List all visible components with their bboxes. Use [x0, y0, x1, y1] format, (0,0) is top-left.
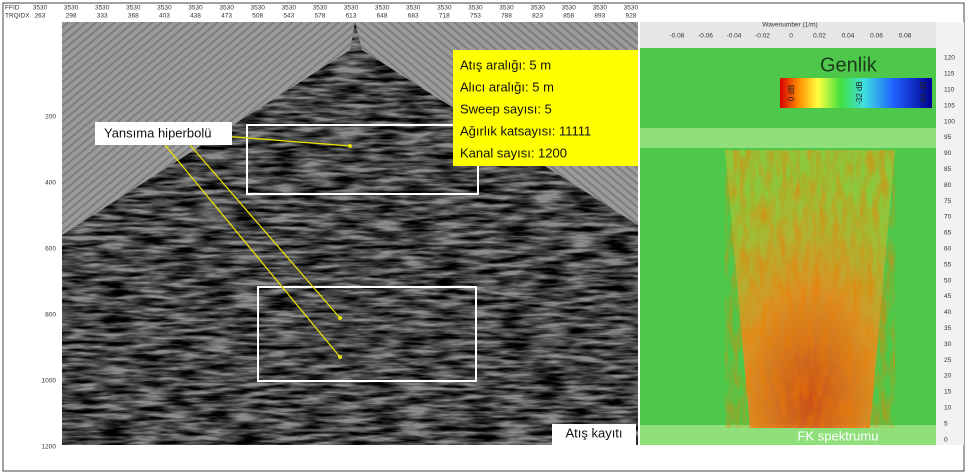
- y-tick-label: 1000: [42, 378, 57, 385]
- header-value: 3530: [95, 5, 110, 12]
- header-value: 3530: [282, 5, 297, 12]
- header-value: 508: [252, 13, 263, 20]
- fk-y-tick-label: 85: [944, 166, 952, 173]
- header-label: TRQIDX: [5, 13, 30, 20]
- fk-y-tick-label: 35: [944, 325, 952, 332]
- header-value: 3530: [344, 5, 359, 12]
- header-value: 333: [97, 13, 108, 20]
- header-value: 3530: [593, 5, 608, 12]
- y-tick-label: 400: [45, 180, 56, 187]
- header-value: 648: [377, 13, 388, 20]
- header-value: 3530: [64, 5, 79, 12]
- fk-y-tick-label: 45: [944, 293, 952, 300]
- header-value: 438: [190, 13, 201, 20]
- colorbar-label: 0 dB: [787, 85, 796, 101]
- header-value: 298: [66, 13, 77, 20]
- header-value: 473: [221, 13, 232, 20]
- colorbar-label: -64 dB: [919, 81, 928, 105]
- header-value: 3530: [561, 5, 576, 12]
- fk-x-tick-label: -0.08: [670, 33, 685, 40]
- y-tick-label: 600: [45, 246, 56, 253]
- fk-x-tick-label: 0: [789, 33, 793, 40]
- fk-y-tick-label: 65: [944, 230, 952, 237]
- fk-y-tick-label: 20: [944, 373, 952, 380]
- header-value: 683: [408, 13, 419, 20]
- fk-y-tick-label: 105: [944, 102, 955, 109]
- fk-x-tick-label: -0.02: [755, 33, 770, 40]
- header-value: 3530: [126, 5, 141, 12]
- fk-y-tick-label: 110: [944, 87, 955, 94]
- header-value: 3530: [219, 5, 234, 12]
- fk-y-tick-label: 30: [944, 341, 952, 348]
- fk-y-tick-label: 15: [944, 389, 952, 396]
- fk-x-tick-label: -0.04: [727, 33, 742, 40]
- header-value: 3530: [437, 5, 452, 12]
- fk-y-tick-label: 25: [944, 357, 952, 364]
- header-value: 858: [563, 13, 574, 20]
- header-value: 263: [35, 13, 46, 20]
- header-value: 3530: [250, 5, 265, 12]
- header-value: 3530: [375, 5, 390, 12]
- legend-title: Genlik: [820, 54, 878, 76]
- header-value: 3530: [33, 5, 48, 12]
- y-tick-label: 200: [45, 114, 56, 121]
- fk-y-tick-label: 100: [944, 118, 955, 125]
- header-value: 823: [532, 13, 543, 20]
- fk-x-tick-label: 0.04: [842, 33, 855, 40]
- header-value: 3530: [530, 5, 545, 12]
- fk-y-tick-label: 115: [944, 71, 955, 78]
- fk-y-tick-label: 70: [944, 214, 952, 221]
- parameter: Atış aralığı: 5 m: [460, 57, 551, 72]
- header-value: 3530: [313, 5, 328, 12]
- header-value: 613: [346, 13, 357, 20]
- header-value: 3530: [468, 5, 483, 12]
- fk-y-tick-label: 75: [944, 198, 952, 205]
- fk-y-tick-label: 40: [944, 309, 952, 316]
- colorbar-label: -32 dB: [855, 81, 864, 105]
- header-value: 403: [159, 13, 170, 20]
- caption: Atış kayıtı: [565, 425, 622, 440]
- fk-x-tick-label: -0.06: [698, 33, 713, 40]
- fk-y-tick-label: 95: [944, 134, 952, 141]
- figure: Yansıma hiperbolü Atış kayıtı FFID TRQID…: [0, 0, 968, 475]
- y-tick-label: 800: [45, 312, 56, 319]
- annotation: Yansıma hiperbolü: [104, 125, 211, 140]
- parameter: Alıcı aralığı: 5 m: [460, 79, 554, 94]
- fk-y-tick-label: 80: [944, 182, 952, 189]
- header-value: 718: [439, 13, 450, 20]
- header-value: 543: [283, 13, 294, 20]
- fk-y-tick-label: 55: [944, 261, 952, 268]
- fk-x-tick-label: 0.08: [899, 33, 912, 40]
- y-tick-label: 1200: [42, 444, 57, 451]
- header-label: FFID: [5, 5, 20, 12]
- parameter: Ağırlık katsayısı: 11111: [460, 123, 591, 138]
- header-value: 3530: [157, 5, 172, 12]
- parameter: Sweep sayısı: 5: [460, 101, 552, 116]
- header-value: 753: [470, 13, 481, 20]
- fk-y-tick-label: 120: [944, 55, 955, 62]
- header-value: 3530: [499, 5, 514, 12]
- parameter: Kanal sayısı: 1200: [460, 145, 567, 160]
- header-value: 3530: [188, 5, 203, 12]
- header-value: 3530: [406, 5, 421, 12]
- header-value: 578: [314, 13, 325, 20]
- header-value: 788: [501, 13, 512, 20]
- fk-caption: FK spektrumu: [798, 428, 879, 443]
- fk-y-tick-label: 50: [944, 277, 952, 284]
- fk-y-tick-label: 10: [944, 405, 952, 412]
- fk-x-tick-label: 0.06: [870, 33, 883, 40]
- header-value: 3530: [624, 5, 639, 12]
- fk-axis-title: Wavenumber (1/m): [762, 22, 817, 29]
- fk-x-tick-label: 0.02: [813, 33, 826, 40]
- fk-y-tick-label: 60: [944, 246, 952, 253]
- fk-y-tick-label: 5: [944, 420, 948, 427]
- header-value: 928: [625, 13, 636, 20]
- fk-y-tick-label: 0: [944, 436, 948, 443]
- fk-y-tick-label: 90: [944, 150, 952, 157]
- header-value: 368: [128, 13, 139, 20]
- header-value: 893: [594, 13, 605, 20]
